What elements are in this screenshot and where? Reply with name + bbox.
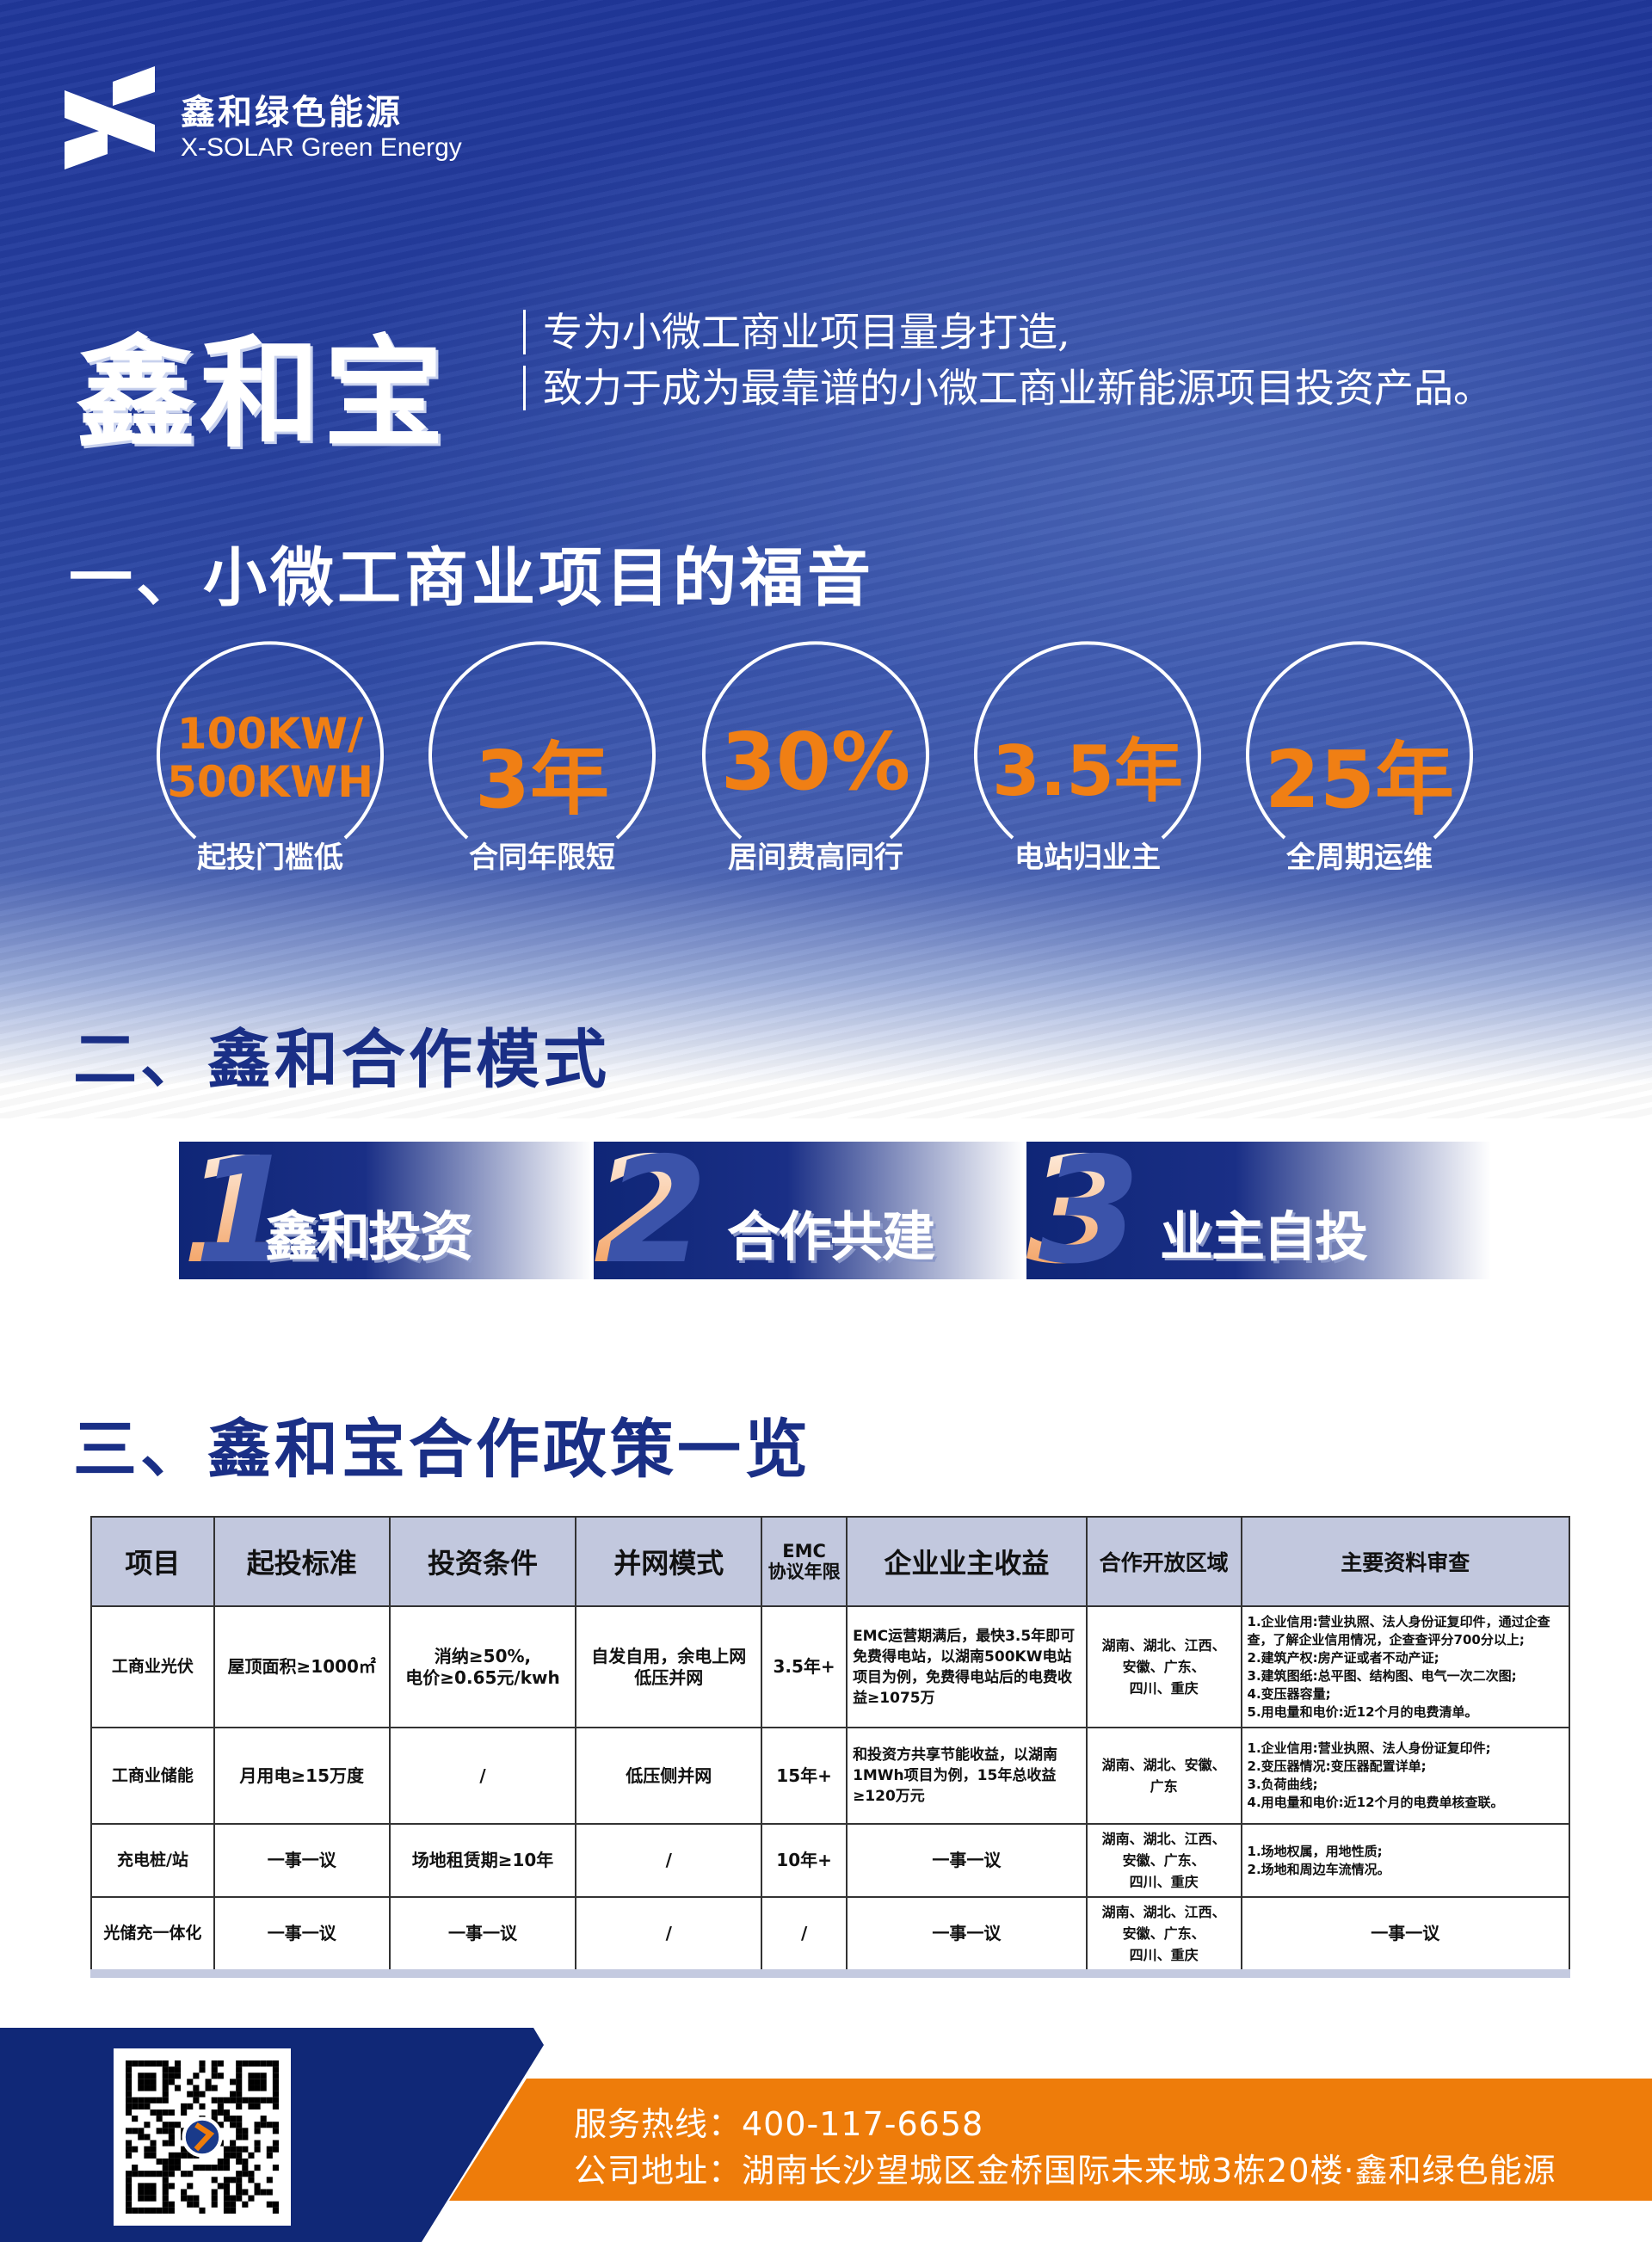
- table-cell: 消纳≥50%, 电价≥0.65元/kwh: [388, 1605, 577, 1728]
- header-cell: 主要资料审查: [1240, 1516, 1571, 1607]
- highlight-value: 100KW/500KWH: [141, 710, 399, 806]
- brand-name-cn: 鑫和绿色能源: [181, 93, 403, 132]
- arc-ring-icon: [974, 641, 1201, 840]
- section-1-title: 一、小微工商业项目的福音: [69, 541, 874, 615]
- highlight-label: 居间费高同行: [728, 841, 903, 875]
- table-cell: 自发自用，余电上网 低压并网: [575, 1605, 763, 1728]
- highlight-value: 30%: [720, 716, 911, 808]
- mode-card-2: 2 合作共建: [594, 1138, 1024, 1284]
- mode-label: 业主自投: [1160, 1205, 1368, 1268]
- table-cell: 一事一议: [213, 1896, 391, 1974]
- highlight-circle: 100KW/500KWH 起投门槛低: [141, 634, 399, 892]
- highlight-circle: 25年全周期运维: [1230, 634, 1489, 892]
- policy-table: 项目 起投标准 投资条件 并网模式 EMC 协议年限 企业业主收益 合作开放区域…: [90, 1516, 1571, 1978]
- header-cell: 合作开放区域: [1085, 1516, 1242, 1607]
- table-cell: 湖南、湖北、江西、 安徽、广东、 四川、重庆: [1085, 1896, 1242, 1974]
- arc-ring-icon: [428, 641, 656, 840]
- table-cell: 一事一议: [388, 1896, 577, 1974]
- section-2-title: 二、鑫和合作模式: [73, 1023, 610, 1097]
- highlight-label: 起投门槛低: [197, 841, 343, 875]
- brand-name-en: X-SOLAR Green Energy: [181, 133, 462, 162]
- table-row: 工商业储能 月用电≥15万度 / 低压侧并网 15年+ 和投资方共享节能收益，以湖南1MW…: [90, 1727, 1571, 1825]
- qr-code-icon: [114, 2048, 291, 2226]
- table-cell: 湖南、湖北、安徽、 广东: [1085, 1727, 1242, 1825]
- table-cell: 15年+: [761, 1727, 848, 1825]
- mode-card-3: 3 业主自投: [1026, 1138, 1491, 1284]
- mode-label: 鑫和投资: [265, 1205, 473, 1268]
- highlight-circle: 3.5年电站归业主: [959, 634, 1217, 892]
- table-cell: 光储充一体化: [90, 1896, 215, 1974]
- table-cell: EMC运营期满后，最快3.5年即可免费得电站，以湖南500KW电站项目为例，免费…: [846, 1605, 1088, 1728]
- highlight-value: 3年: [474, 734, 609, 826]
- footer-orange-band: [449, 2079, 1652, 2201]
- table-row: 充电桩/站 一事一议 场地租赁期≥10年/10年+ 一事一议 湖南、湖北、江西、 安徽、…: [90, 1823, 1571, 1898]
- highlight-circle: 30% 居间费高同行: [687, 634, 945, 892]
- table-cell: 和投资方共享节能收益，以湖南1MWh项目为例，15年总收益≥120万元: [846, 1727, 1088, 1825]
- table-cell: 3.5年+: [761, 1605, 848, 1728]
- table-row: 工商业光伏 屋顶面积≥1000㎡ 消纳≥50%, 电价≥0.65元/kwh 自发自用，…: [90, 1605, 1571, 1728]
- table-cell: 一事一议: [846, 1896, 1088, 1974]
- value-line: 500KWH: [166, 757, 374, 807]
- hotline: 服务热线：400-117-6658: [574, 2105, 984, 2143]
- highlight-value: 25年: [1264, 734, 1455, 826]
- table-cell: 月用电≥15万度: [213, 1727, 391, 1825]
- table-header-row: 项目 起投标准 投资条件 并网模式 EMC 协议年限 企业业主收益 合作开放区域…: [90, 1516, 1571, 1607]
- table-cell: 湖南、湖北、江西、 安徽、广东、 四川、重庆: [1085, 1605, 1242, 1728]
- header-cell: 企业业主收益: [846, 1516, 1088, 1607]
- mode-label: 合作共建: [727, 1205, 935, 1268]
- table-cell: 场地租赁期≥10年: [388, 1823, 577, 1898]
- mode-card-1: 1 鑫和投资: [179, 1138, 592, 1284]
- table-cell: 1.场地权属，用地性质; 2.场地和周边车流情况。: [1240, 1823, 1571, 1898]
- table-cell: 一事一议: [213, 1823, 391, 1898]
- table-cell: 1.企业信用:营业执照、法人身份证复印件; 2.变压器情况:变压器配置详单; 3…: [1240, 1727, 1571, 1825]
- arc-ring-icon: [1246, 641, 1473, 840]
- table-cell: 屋顶面积≥1000㎡: [213, 1605, 391, 1728]
- header-cell: 并网模式: [575, 1516, 763, 1607]
- table-cell: 1.企业信用:营业执照、法人身份证复印件，通过企查查，了解企业信用情况，企查查评…: [1240, 1605, 1571, 1728]
- header-cell: 投资条件: [388, 1516, 577, 1607]
- table-cell: /: [575, 1823, 763, 1898]
- table-cell: 充电桩/站: [90, 1823, 215, 1898]
- header-cell: 起投标准: [213, 1516, 391, 1607]
- product-title: 鑫和宝: [76, 324, 448, 465]
- table-cell: /: [575, 1896, 763, 1974]
- mode-number: 2: [594, 1126, 696, 1297]
- highlight-label: 合同年限短: [469, 841, 615, 875]
- header-cell: 项目: [90, 1516, 215, 1607]
- arc-ring-icon: [157, 641, 384, 840]
- table-cell: 湖南、湖北、江西、 安徽、广东、 四川、重庆: [1085, 1823, 1242, 1898]
- table-cell: 一事一议: [846, 1823, 1088, 1898]
- table-cell: 工商业储能: [90, 1727, 215, 1825]
- section-3-title: 三、鑫和宝合作政策一览: [73, 1413, 811, 1487]
- table-cell: /: [761, 1896, 848, 1974]
- slogan-line-1: 专为小微工商业项目量身打造,: [523, 310, 1070, 354]
- table-cell: 低压侧并网: [575, 1727, 763, 1825]
- slogan-line-2: 致力于成为最靠谱的小微工商业新能源项目投资产品。: [523, 366, 1493, 410]
- highlight-label: 电站归业主: [1014, 841, 1161, 875]
- mode-number: 3: [1026, 1126, 1129, 1297]
- hero-background: [0, 0, 1652, 1118]
- table-row: 光储充一体化 一事一议 一事一议 / / 一事一议 湖南、湖北、江西、 安徽、广东、 四川、…: [90, 1896, 1571, 1974]
- table-cell: /: [388, 1727, 577, 1825]
- x-logo-icon: [65, 66, 155, 169]
- table-cell: 工商业光伏: [90, 1605, 215, 1728]
- address: 公司地址：湖南长沙望城区金桥国际未来城3栋20楼·鑫和绿色能源: [574, 2152, 1556, 2190]
- header-cell: EMC 协议年限: [761, 1516, 848, 1607]
- arc-ring-icon: [702, 641, 929, 840]
- table-cell: 一事一议: [1240, 1896, 1571, 1974]
- highlight-circle: 3年合同年限短: [413, 634, 671, 892]
- mode-number: 1: [182, 1126, 285, 1297]
- value-line: 100KW/: [176, 709, 364, 759]
- table-cell: 10年+: [761, 1823, 848, 1898]
- highlight-value: 3.5年: [992, 731, 1183, 811]
- highlight-label: 全周期运维: [1286, 841, 1433, 875]
